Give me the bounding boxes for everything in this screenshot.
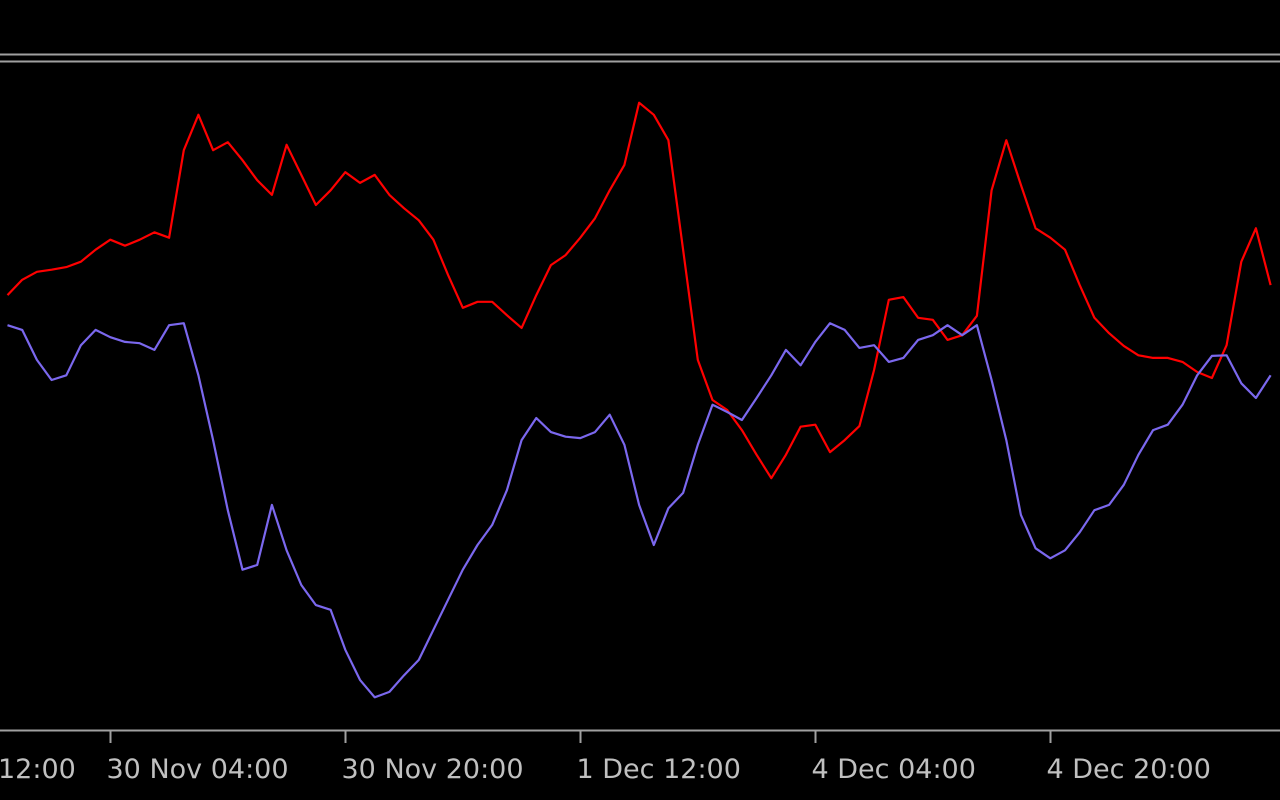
x-tick-label: 30 Nov 20:00 [342,754,524,785]
x-tick-label: 4 Dec 04:00 [812,754,976,785]
series-line [7,322,1272,699]
x-tick-label: 30 Nov 04:00 [107,754,289,785]
x-tick-label: 1 Dec 12:00 [577,754,741,785]
x-tick-label: 12:00 [0,754,76,785]
x-tick-label: 4 Dec 20:00 [1047,754,1211,785]
series-line [6,101,1272,480]
